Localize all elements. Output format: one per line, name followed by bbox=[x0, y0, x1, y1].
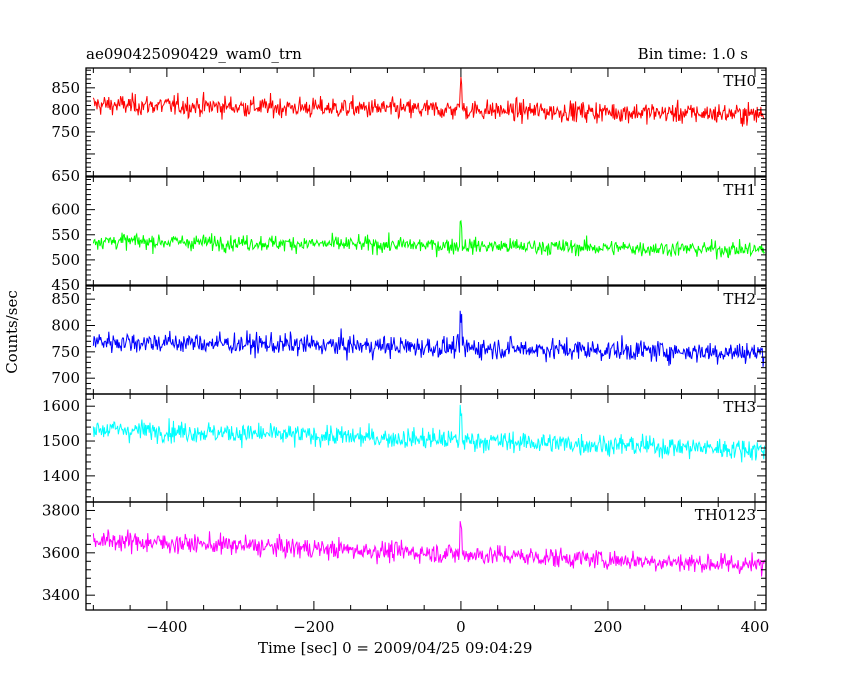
series-line-th0123 bbox=[92, 521, 766, 577]
y-tick-label: 850 bbox=[51, 79, 80, 97]
y-tick-label: 550 bbox=[51, 226, 80, 244]
panel-name-label: TH2 bbox=[723, 290, 756, 308]
y-tick-label: 1400 bbox=[42, 467, 80, 485]
y-tick-label: 750 bbox=[51, 123, 80, 141]
y-tick-label: 750 bbox=[51, 343, 80, 361]
y-tick-label: 1500 bbox=[42, 432, 80, 450]
panel-frame bbox=[85, 176, 767, 286]
panel-th2: 700 750 800 850 TH2 bbox=[51, 285, 767, 395]
chart-title: ae090425090429_wam0_trn bbox=[86, 45, 302, 63]
panel-name-label: TH0123 bbox=[695, 506, 756, 524]
y-tick-label: 1600 bbox=[42, 397, 80, 415]
y-tick-label: 600 bbox=[51, 201, 80, 219]
panel-name-label: TH1 bbox=[723, 181, 756, 199]
y-tick-label: 3600 bbox=[42, 544, 80, 562]
series-line-th2 bbox=[92, 310, 765, 367]
y-axis-label: Counts/sec bbox=[3, 290, 21, 374]
panel-th3: 1400 1500 1600 TH3 bbox=[42, 393, 767, 503]
y-tick-label: 3400 bbox=[42, 586, 80, 604]
panel-frame bbox=[85, 67, 767, 177]
y-tick-label: 3800 bbox=[42, 501, 80, 519]
series-line-th0 bbox=[92, 76, 765, 127]
x-tick-label: 200 bbox=[594, 618, 623, 636]
bin-time-label: Bin time: 1.0 s bbox=[637, 45, 748, 63]
x-tick-label: 400 bbox=[741, 618, 770, 636]
y-tick-label: 850 bbox=[51, 290, 80, 308]
y-tick-label: 800 bbox=[51, 317, 80, 335]
y-tick-label: 700 bbox=[51, 369, 80, 387]
panels-layer: 650 750 800 850 TH0 450 500 550 600 TH1 700 750 800 8… bbox=[42, 67, 770, 636]
panel-th0: 650 750 800 850 TH0 bbox=[51, 67, 767, 185]
series-line-th3 bbox=[92, 404, 766, 463]
x-axis-label: Time [sec] 0 = 2009/04/25 09:04:29 bbox=[258, 639, 533, 657]
y-tick-label: 500 bbox=[51, 251, 80, 269]
panel-name-label: TH0 bbox=[723, 72, 756, 90]
x-tick-label: −400 bbox=[146, 618, 187, 636]
panel-frame bbox=[85, 501, 767, 611]
panel-th0123: 3400 3600 3800 TH0123 bbox=[42, 501, 767, 611]
y-tick-label: 450 bbox=[51, 276, 80, 294]
x-tick-label: −200 bbox=[293, 618, 334, 636]
panel-th1: 450 500 550 600 TH1 bbox=[51, 176, 767, 294]
panel-name-label: TH3 bbox=[723, 398, 756, 416]
y-tick-label: 650 bbox=[51, 167, 80, 185]
series-line-th1 bbox=[92, 219, 765, 260]
y-tick-label: 800 bbox=[51, 101, 80, 119]
x-tick-label: 0 bbox=[456, 618, 466, 636]
